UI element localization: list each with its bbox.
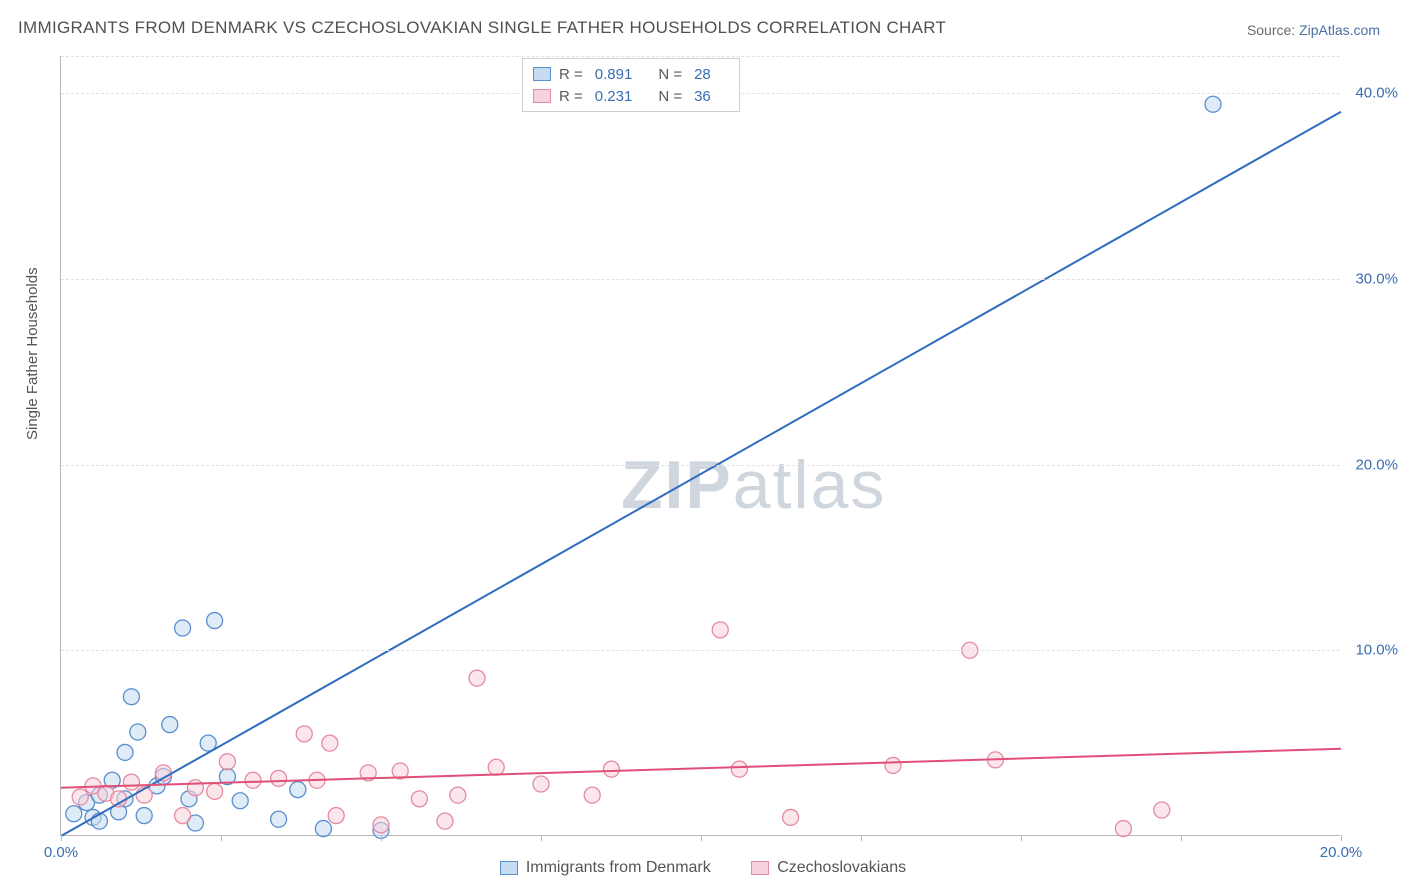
- source-label: Source:: [1247, 22, 1295, 38]
- swatch-pink-icon: [533, 89, 551, 103]
- series-legend: Immigrants from Denmark Czechoslovakians: [0, 859, 1406, 880]
- swatch-blue-icon: [500, 861, 518, 875]
- legend-item-denmark: Immigrants from Denmark: [500, 859, 711, 877]
- y-tick-label: 20.0%: [1355, 456, 1398, 473]
- y-tick-label: 40.0%: [1355, 85, 1398, 102]
- r-value-denmark: 0.891: [595, 66, 633, 83]
- chart-title: IMMIGRANTS FROM DENMARK VS CZECHOSLOVAKI…: [18, 18, 946, 38]
- swatch-pink-icon: [751, 861, 769, 875]
- r-value-czech: 0.231: [595, 88, 633, 105]
- n-value-denmark: 28: [694, 66, 711, 83]
- legend-row-czech: R = 0.231 N = 36: [533, 85, 729, 107]
- n-value-czech: 36: [694, 88, 711, 105]
- y-axis-label: Single Father Households: [24, 267, 41, 440]
- correlation-legend: R = 0.891 N = 28 R = 0.231 N = 36: [522, 58, 740, 112]
- y-tick-label: 10.0%: [1355, 642, 1398, 659]
- legend-item-czech: Czechoslovakians: [751, 859, 906, 877]
- y-tick-label: 30.0%: [1355, 270, 1398, 287]
- plot-svg: [61, 56, 1340, 835]
- source-attribution: Source: ZipAtlas.com: [1247, 22, 1380, 38]
- legend-row-denmark: R = 0.891 N = 28: [533, 63, 729, 85]
- swatch-blue-icon: [533, 67, 551, 81]
- source-link[interactable]: ZipAtlas.com: [1299, 22, 1380, 38]
- plot-area: ZIPatlas 10.0%20.0%30.0%40.0%0.0%20.0%: [60, 56, 1340, 836]
